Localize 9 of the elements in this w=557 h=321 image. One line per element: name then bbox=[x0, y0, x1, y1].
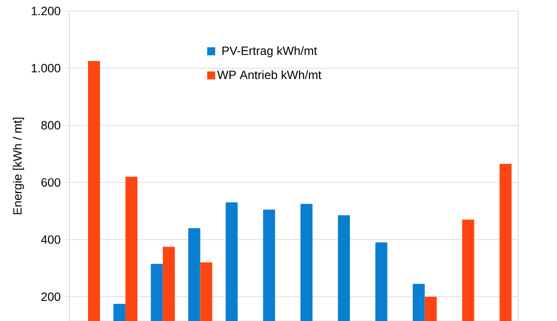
y-tick-label: 200 bbox=[41, 292, 60, 301]
y-tick-label: 1.000 bbox=[32, 64, 60, 72]
y-tick-label: 400 bbox=[41, 235, 60, 244]
legend-label: PV-Ertrag kWh/mt bbox=[222, 46, 318, 58]
y-axis-title: Energie [kWh / mt] bbox=[12, 118, 24, 214]
legend-label: WP Antrieb kWh/mt bbox=[217, 70, 322, 80]
y-tick-label: 1.200 bbox=[32, 6, 60, 16]
y-tick-label: 800 bbox=[41, 121, 60, 130]
y-tick-label: 600 bbox=[41, 178, 60, 187]
